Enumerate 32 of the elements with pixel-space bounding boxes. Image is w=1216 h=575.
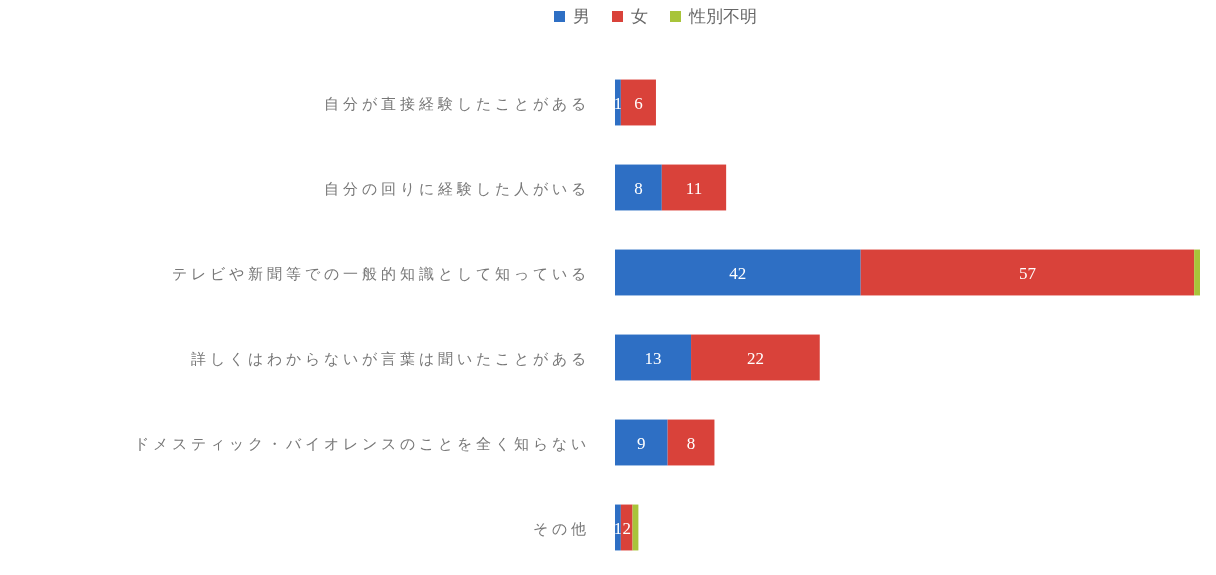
- legend-label: 女: [631, 6, 648, 26]
- y-tick-label: テレビや新聞等での一般的知識として知っている: [172, 264, 590, 283]
- data-label: 42: [729, 263, 747, 283]
- legend-label: 性別不明: [688, 6, 757, 26]
- data-label: 9: [637, 433, 646, 453]
- bar: [860, 249, 1195, 296]
- y-tick-label: 自分の回りに経験した人がいる: [324, 179, 590, 198]
- data-label: 22: [746, 348, 764, 368]
- y-tick-label: 自分が直接経験したことがある: [324, 94, 590, 113]
- bar: [667, 419, 715, 466]
- bar: [620, 504, 633, 551]
- y-tick-label: 詳しくはわからないが言葉は聞いたことがある: [191, 349, 590, 368]
- bar: [615, 334, 692, 381]
- data-label: 8: [686, 433, 696, 453]
- bar: [615, 419, 668, 466]
- data-label: 13: [644, 348, 662, 368]
- bar: [620, 79, 656, 126]
- data-label: 8: [634, 178, 643, 198]
- data-label: 2: [622, 518, 631, 538]
- data-label: 1: [613, 518, 623, 538]
- legend-label: 男: [573, 6, 590, 26]
- bar: [1194, 249, 1200, 296]
- bar: [615, 164, 662, 211]
- data-label: 11: [685, 178, 703, 198]
- bar: [661, 164, 727, 211]
- y-tick-label: ドメスティック・バイオレンスのことを全く知らない: [134, 434, 590, 453]
- data-label: 1: [613, 93, 623, 113]
- bar: [615, 249, 861, 296]
- data-label: 57: [1018, 263, 1037, 283]
- bar: [691, 334, 820, 381]
- y-tick-label: その他: [533, 519, 590, 538]
- data-label: 6: [634, 93, 643, 113]
